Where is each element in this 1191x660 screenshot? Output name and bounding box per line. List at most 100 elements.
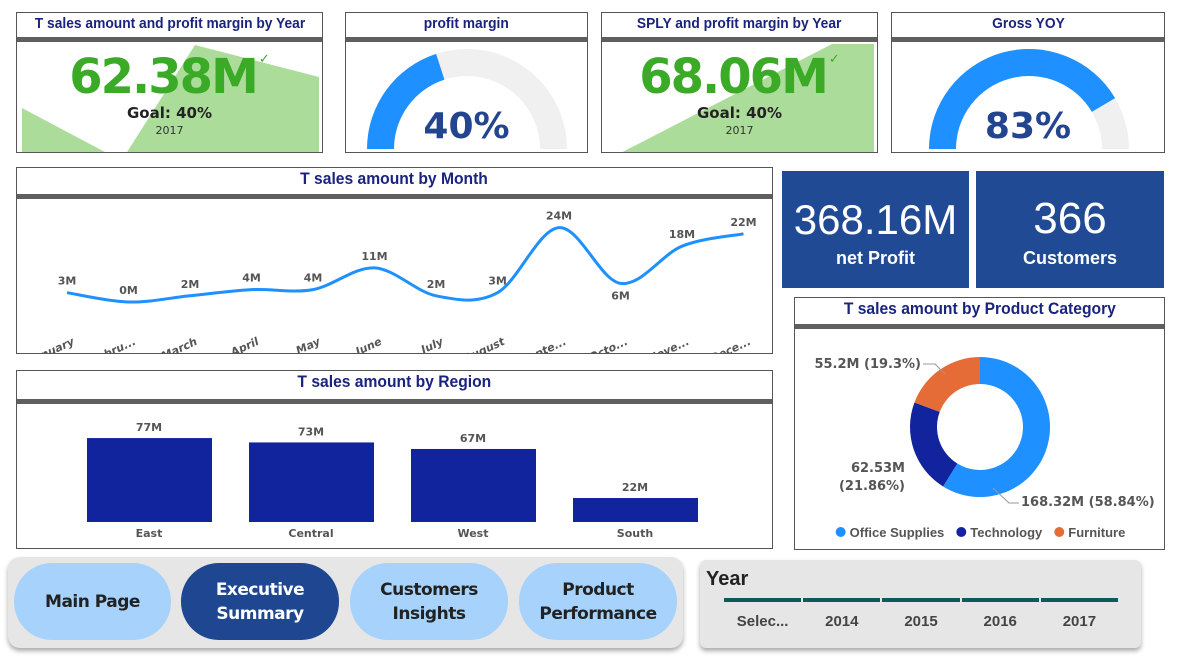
navigation-panel: Main Page Executive Summary Customers In…: [8, 557, 683, 648]
legend-marker: [956, 527, 967, 537]
data-label: 6M: [611, 289, 630, 302]
title-divider: [17, 37, 322, 42]
legend-marker: [1054, 527, 1065, 537]
customers-card: 366 Customers: [976, 171, 1164, 288]
title-divider: [602, 37, 877, 42]
nav-customers-insights-button[interactable]: Customers Insights: [350, 563, 508, 640]
bar[interactable]: [411, 448, 536, 522]
slicer-option[interactable]: Selec...: [724, 598, 802, 638]
legend-marker: [835, 527, 846, 537]
data-label: 4M: [304, 272, 323, 285]
data-label: 73M: [298, 425, 324, 438]
card-title: profit margin: [423, 15, 510, 32]
data-label: 22M: [730, 216, 756, 229]
kpi-value: 62.38M: [69, 49, 259, 105]
gross-yoy-gauge-card: Gross YOY 83%: [891, 12, 1165, 153]
gauge-fill: [929, 49, 1116, 149]
data-label: 11M: [361, 250, 387, 263]
x-tick-label: Dece...: [708, 335, 753, 354]
sply-kpi-card: SPLY and profit margin by Year 68.06M ✓ G…: [601, 12, 878, 153]
x-tick-label: January: [26, 335, 77, 354]
card-title: Gross YOY: [991, 15, 1065, 32]
chart-title: T sales amount by Region: [297, 372, 492, 391]
slicer-title: Year: [706, 568, 749, 590]
gauge-value: 40%: [423, 106, 510, 147]
trend-area: [622, 44, 874, 152]
gauge-fill: [367, 53, 445, 149]
title-divider: [346, 37, 587, 42]
legend-label[interactable]: Office Supplies: [850, 525, 945, 540]
gauge: [929, 49, 1129, 149]
sales-by-region-chart: T sales amount by Region 77M East 73M Centr…: [16, 370, 773, 549]
sales-kpi-card: T sales amount and profit margin by Year…: [16, 12, 323, 153]
check-icon: ✓: [258, 52, 270, 67]
data-label: 22M: [622, 481, 648, 494]
title-divider: [892, 37, 1164, 42]
x-tick-label: East: [136, 527, 163, 540]
x-tick-label: July: [417, 335, 446, 354]
bar[interactable]: [87, 438, 212, 522]
profit-margin-gauge-card: profit margin 40%: [345, 12, 588, 153]
nav-executive-summary-button[interactable]: Executive Summary: [181, 563, 339, 640]
data-label: 18M: [669, 228, 695, 241]
card-title-bar: T sales amount and profit margin by Year: [17, 13, 322, 37]
x-tick-label: May: [294, 335, 323, 354]
title-divider: [17, 194, 772, 199]
data-label: 62.53M: [851, 461, 905, 476]
net-profit-card: 368.16M net Profit: [782, 171, 969, 288]
title-divider: [17, 399, 772, 404]
kpi-year: 2017: [155, 124, 184, 137]
x-tick-label: June: [352, 335, 384, 354]
slicer-option[interactable]: 2017: [1040, 598, 1119, 638]
line-plot: 3M January 0M Febru... 2M March 4M April 4M May 11…: [26, 210, 756, 354]
chart-title: T sales amount by Product Category: [843, 299, 1116, 318]
legend-label[interactable]: Furniture: [1068, 525, 1125, 540]
data-label: 67M: [460, 432, 486, 445]
card-title: T sales amount and profit margin by Year: [34, 15, 305, 32]
kpi-goal: Goal: 40%: [696, 104, 782, 122]
card-title-bar: Gross YOY: [892, 13, 1164, 37]
slicer-option[interactable]: 2014: [803, 598, 881, 638]
nav-product-performance-button[interactable]: Product Performance: [519, 563, 677, 640]
data-label: (21.86%): [839, 479, 905, 494]
bar-plot: 77M East 73M Central 67M West 22M South: [87, 421, 698, 540]
x-tick-label: Septe...: [519, 335, 568, 354]
chart-title: T sales amount by Month: [300, 169, 489, 188]
donut-slice[interactable]: [910, 402, 958, 487]
data-label: 2M: [181, 278, 200, 291]
chart-title-bar: T sales amount by Month: [17, 168, 772, 192]
gauge-value: 83%: [984, 106, 1072, 147]
legend-label[interactable]: Technology: [970, 525, 1043, 540]
data-label: 3M: [58, 275, 77, 288]
data-label: 0M: [119, 284, 138, 297]
slicer-option[interactable]: 2016: [961, 598, 1039, 638]
customers-label: Customers: [1022, 248, 1118, 268]
chart-title-bar: T sales amount by Region: [17, 371, 772, 395]
year-slicer: Year Selec... 2014 2015 2016 2017: [700, 560, 1141, 648]
x-tick-label: Central: [288, 527, 333, 540]
x-tick-label: Nove...: [646, 335, 691, 354]
x-tick-label: West: [457, 527, 488, 540]
sales-line: [66, 226, 744, 304]
kpi-value: 68.06M: [639, 49, 829, 105]
chart-title-bar: T sales amount by Product Category: [795, 298, 1164, 322]
net-profit-value: 368.16M: [793, 196, 958, 243]
bar[interactable]: [573, 498, 698, 522]
leader-line: [923, 363, 946, 375]
check-icon: ✓: [828, 52, 840, 67]
donut-slice[interactable]: [914, 357, 980, 412]
data-label: 168.32M (58.84%): [1021, 495, 1155, 510]
title-divider: [795, 324, 1164, 329]
data-label: 3M: [488, 275, 507, 288]
donut-plot: 168.32M (58.84%) 62.53M (21.86%) 55.2M (19.…: [814, 357, 1155, 540]
x-tick-label: April: [228, 335, 261, 354]
data-label: 2M: [427, 278, 446, 291]
slicer-option[interactable]: 2015: [882, 598, 960, 638]
donut-slice[interactable]: [943, 357, 1050, 497]
bar[interactable]: [249, 442, 374, 522]
net-profit-label: net Profit: [836, 248, 915, 268]
x-tick-label: Febru...: [89, 335, 138, 354]
trend-area: [22, 45, 319, 152]
nav-main-page-button[interactable]: Main Page: [14, 563, 171, 640]
x-tick-label: Octo...: [587, 335, 630, 354]
